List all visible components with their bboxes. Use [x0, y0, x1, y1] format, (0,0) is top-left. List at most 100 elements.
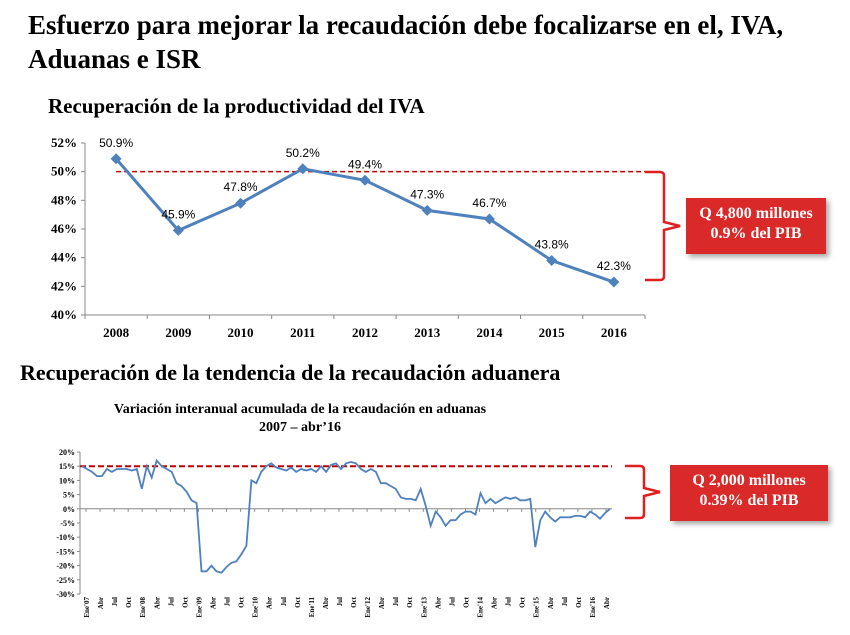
- iva-y-tick-label: 44%: [51, 250, 77, 265]
- aduana-chart-period: 2007 – abr’16: [259, 420, 341, 435]
- slide-title: Esfuerzo para mejorar la recaudación deb…: [28, 10, 784, 74]
- iva-x-tick-label: 2011: [290, 325, 315, 340]
- aduana-x-tick-label: Ene'15: [533, 597, 541, 618]
- aduana-x-tick-label: Jul: [448, 597, 456, 606]
- iva-x-tick-label: 2012: [352, 325, 378, 340]
- aduana-x-tick-label: Ene'14: [477, 597, 485, 618]
- iva-data-label: 43.8%: [535, 238, 569, 252]
- aduana-x-tick-label: Abr: [378, 597, 386, 609]
- aduana-x-tick-label: Ene'08: [139, 597, 147, 618]
- iva-y-tick-label: 52%: [51, 135, 77, 150]
- aduana-x-tick-label: Ene'10: [252, 597, 260, 618]
- aduana-x-tick-label: Jul: [505, 597, 513, 606]
- aduana-y-tick-label: -30%: [56, 590, 75, 599]
- aduana-x-tick-label: Ene'09: [195, 597, 203, 618]
- aduana-x-tick-label: Oct: [575, 596, 583, 608]
- aduana-x-tick-label: Oct: [406, 596, 414, 608]
- aduana-callout-amount: Q 2,000 millones: [692, 472, 806, 489]
- aduana-x-tick-label: Abr: [491, 597, 499, 609]
- aduana-x-tick-label: Oct: [350, 596, 358, 608]
- aduana-x-tick-label: Jul: [561, 597, 569, 606]
- iva-y-tick-label: 42%: [51, 278, 77, 293]
- iva-data-label: 45.9%: [161, 207, 195, 221]
- iva-callout-pib: 0.9% del PIB: [710, 225, 802, 242]
- aduana-x-tick-label: Oct: [238, 596, 246, 608]
- aduana-y-tick-label: -20%: [56, 562, 75, 571]
- aduana-x-tick-label: Abr: [322, 597, 330, 609]
- aduana-callout-pib: 0.39% del PIB: [699, 492, 799, 509]
- iva-target-callout: Q 4,800 millones 0.9% del PIB: [686, 198, 826, 254]
- aduana-x-tick-label: Jul: [336, 597, 344, 606]
- aduana-x-tick-label: Abr: [547, 597, 555, 609]
- aduana-y-tick-label: -15%: [56, 547, 75, 556]
- aduana-y-tick-label: -10%: [56, 533, 75, 542]
- iva-section-title: Recuperación de la productividad del IVA: [48, 94, 425, 118]
- iva-data-label: 50.9%: [99, 136, 133, 150]
- aduana-y-tick-label: 0%: [63, 505, 75, 514]
- iva-x-tick-label: 2008: [103, 325, 130, 340]
- iva-x-tick-label: 2009: [165, 325, 192, 340]
- iva-data-point: [359, 174, 371, 186]
- aduana-x-tick-label: Abr: [266, 597, 274, 609]
- aduana-x-tick-label: Jul: [392, 597, 400, 606]
- iva-data-point: [297, 163, 309, 175]
- aduana-y-tick-label: 10%: [59, 476, 75, 485]
- aduana-bracket: [625, 464, 661, 520]
- iva-y-tick-label: 50%: [51, 164, 77, 179]
- aduana-x-tick-label: Oct: [462, 596, 470, 608]
- aduana-x-tick-label: Jul: [167, 597, 175, 606]
- iva-x-tick-label: 2010: [228, 325, 254, 340]
- aduana-x-tick-label: Abr: [97, 597, 105, 609]
- aduana-x-tick-label: Abr: [603, 597, 611, 609]
- aduana-chart-subtitle: Variación interanual acumulada de la rec…: [113, 402, 487, 417]
- aduana-y-tick-label: -25%: [56, 576, 75, 585]
- iva-data-point: [546, 255, 558, 267]
- iva-data-label: 47.3%: [410, 187, 444, 201]
- aduana-y-tick-label: -5%: [60, 519, 75, 528]
- iva-data-point: [421, 204, 433, 216]
- iva-x-tick-label: 2016: [601, 325, 628, 340]
- aduana-x-tick-label: Abr: [153, 597, 161, 609]
- iva-data-point: [235, 197, 247, 209]
- aduana-x-tick-label: Oct: [294, 596, 302, 608]
- iva-data-point: [172, 224, 184, 236]
- iva-data-point: [608, 276, 620, 288]
- aduana-series-line: [81, 458, 611, 574]
- iva-y-tick-label: 48%: [51, 192, 77, 207]
- aduana-x-tick-label: Jul: [280, 597, 288, 606]
- iva-x-tick-label: 2014: [476, 325, 503, 340]
- iva-line-chart: 40% 42% 44% 46% 48% 50% 52% 2008 2009 2010 2011 201…: [51, 135, 646, 340]
- iva-bracket: [645, 170, 681, 282]
- aduana-x-tick-label: Ene'16: [589, 597, 597, 618]
- aduana-x-tick-label: Oct: [125, 596, 133, 608]
- aduana-x-tick-label: Ene'12: [364, 597, 372, 618]
- aduana-x-tick-label: Oct: [181, 596, 189, 608]
- aduana-target-callout: Q 2,000 millones 0.39% del PIB: [670, 465, 828, 521]
- aduana-x-tick-label: Ene'11: [308, 597, 316, 618]
- aduana-line-chart: -30% -25% -20% -15% -10% -5% 0% 5% 10% 15% 20% Ene'…: [56, 448, 612, 618]
- iva-data-label: 50.2%: [286, 146, 320, 160]
- aduana-y-tick-label: 5%: [63, 491, 75, 500]
- iva-data-point: [110, 153, 122, 165]
- aduana-x-tick-label: Abr: [434, 597, 442, 609]
- aduana-x-tick-label: Ene'07: [83, 597, 91, 618]
- iva-y-tick-label: 46%: [51, 221, 77, 236]
- iva-data-label: 49.4%: [348, 157, 382, 171]
- iva-callout-amount: Q 4,800 millones: [699, 205, 813, 222]
- aduana-section-title: Recuperación de la tendencia de la recau…: [20, 360, 561, 385]
- aduana-x-tick-label: Abr: [209, 597, 217, 609]
- aduana-x-tick-label: Jul: [111, 597, 119, 606]
- aduana-x-tick-label: Oct: [519, 596, 527, 608]
- aduana-y-tick-label: 15%: [59, 462, 75, 471]
- iva-y-tick-label: 40%: [51, 307, 77, 322]
- iva-data-label: 42.3%: [597, 259, 631, 273]
- iva-x-tick-label: 2015: [539, 325, 566, 340]
- aduana-x-tick-label: Ene'13: [420, 597, 428, 618]
- iva-data-label: 47.8%: [224, 180, 258, 194]
- aduana-x-tick-label: Jul: [224, 597, 232, 606]
- iva-data-point: [483, 213, 495, 225]
- aduana-y-tick-label: 20%: [59, 448, 75, 457]
- iva-x-tick-label: 2013: [414, 325, 441, 340]
- iva-data-label: 46.7%: [472, 196, 506, 210]
